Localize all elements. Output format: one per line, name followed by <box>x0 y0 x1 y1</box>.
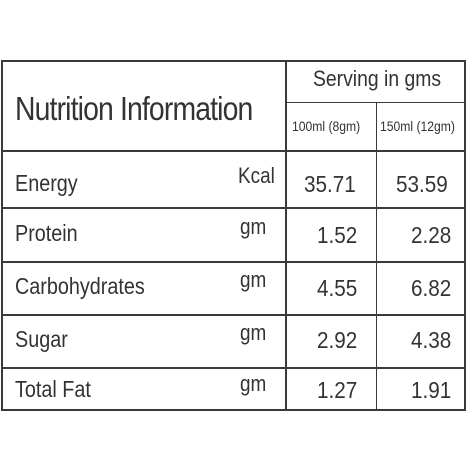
value-total-fat-150ml: 1.91 <box>411 377 452 403</box>
header-bottom-rule <box>3 150 466 152</box>
value-carbohydrates-150ml: 6.82 <box>411 275 452 301</box>
nutrition-table: Nutrition Information Serving in gms 100… <box>1 60 466 411</box>
row-unit-protein: gm <box>240 214 267 239</box>
value-protein-100ml: 1.52 <box>317 222 358 248</box>
row-rule <box>3 207 466 209</box>
row-rule <box>3 367 466 369</box>
value-energy-150ml: 53.59 <box>396 171 448 197</box>
row-name-total-fat: Total Fat <box>15 376 91 402</box>
value-total-fat-100ml: 1.27 <box>317 377 358 403</box>
row-unit-sugar: gm <box>240 320 267 345</box>
serving-divider <box>285 102 466 103</box>
column-header-150ml: 150ml (12gm) <box>380 119 455 134</box>
row-rule <box>3 261 466 263</box>
value-energy-100ml: 35.71 <box>304 171 356 197</box>
row-name-carbohydrates: Carbohydrates <box>15 273 145 299</box>
row-unit-energy: Kcal <box>238 163 275 188</box>
row-name-energy: Energy <box>15 170 78 196</box>
row-rule <box>3 314 466 316</box>
column-divider <box>285 62 287 409</box>
column-divider <box>376 102 377 409</box>
value-carbohydrates-100ml: 4.55 <box>317 275 358 301</box>
column-header-100ml: 100ml (8gm) <box>292 119 361 134</box>
value-sugar-100ml: 2.92 <box>317 327 358 353</box>
row-unit-carbohydrates: gm <box>240 267 267 292</box>
value-protein-150ml: 2.28 <box>411 222 452 248</box>
row-name-protein: Protein <box>15 220 78 246</box>
value-sugar-150ml: 4.38 <box>411 327 452 353</box>
row-name-sugar: Sugar <box>15 326 68 352</box>
table-title: Nutrition Information <box>15 90 253 127</box>
serving-header: Serving in gms <box>313 66 442 91</box>
row-unit-total-fat: gm <box>240 371 267 396</box>
